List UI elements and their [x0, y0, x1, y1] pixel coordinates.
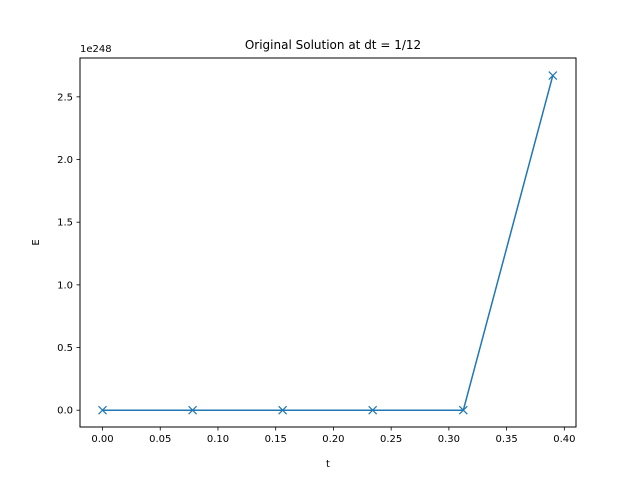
x-axis-label: t	[326, 459, 330, 470]
data-point-marker	[278, 405, 288, 415]
series-line	[102, 75, 554, 411]
x-tick-label: 0.30	[438, 434, 460, 445]
x-axis-ticks: 0.00 0.05 0.10 0.15 0.20 0.25 0.30 0.35 0.40	[91, 427, 575, 445]
y-tick-label: 2.0	[57, 155, 73, 166]
x-tick-label: 0.20	[322, 434, 344, 445]
y-tick-label: 1.5	[57, 218, 73, 229]
marker-stroke	[458, 405, 468, 415]
x-tick-label: 0.15	[265, 434, 287, 445]
y-axis-label: E	[31, 239, 42, 245]
series-layer	[98, 71, 558, 415]
data-point-marker	[98, 405, 107, 415]
marker-stroke	[548, 71, 558, 80]
x-tick-label: 0.40	[553, 434, 575, 445]
y-tick-label: 1.0	[57, 280, 73, 291]
plot-frame	[79, 57, 577, 428]
chart-title: Original Solution at dt = 1/12	[245, 38, 421, 52]
marker-stroke	[98, 405, 107, 415]
data-point-marker	[548, 71, 558, 80]
x-tick-label: 0.10	[207, 434, 229, 445]
data-point-marker	[458, 405, 468, 415]
x-tick-label: 0.05	[149, 434, 171, 445]
marker-stroke	[188, 405, 197, 415]
x-tick-label: 0.00	[91, 434, 113, 445]
data-point-marker	[368, 405, 378, 415]
marker-stroke	[368, 405, 378, 415]
y-tick-label: 0.5	[57, 343, 73, 354]
y-axis-ticks: 0.0 0.5 1.0 1.5 2.0 2.5	[57, 92, 80, 417]
marker-stroke	[278, 405, 288, 415]
x-tick-label: 0.35	[495, 434, 517, 445]
y-tick-label: 0.0	[57, 406, 73, 417]
y-offset-text: 1e248	[80, 44, 112, 55]
y-tick-label: 2.5	[57, 92, 73, 103]
data-point-marker	[188, 405, 197, 415]
x-tick-label: 0.25	[380, 434, 402, 445]
